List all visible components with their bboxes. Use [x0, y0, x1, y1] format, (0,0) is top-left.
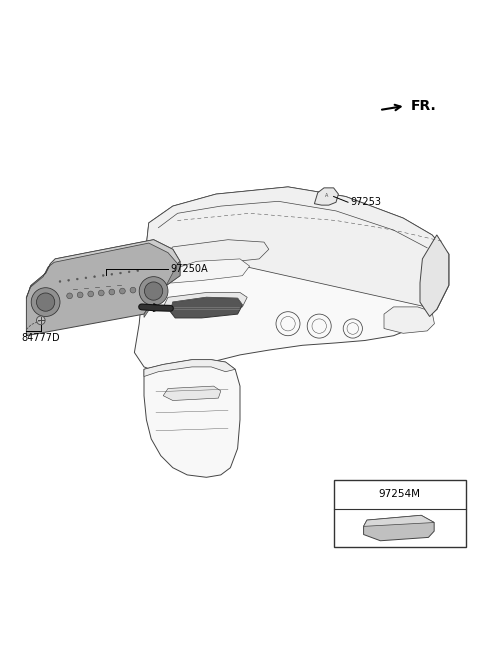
- Circle shape: [109, 289, 115, 295]
- Polygon shape: [420, 235, 449, 317]
- Polygon shape: [144, 261, 180, 317]
- Circle shape: [98, 290, 104, 296]
- Circle shape: [88, 291, 94, 297]
- Circle shape: [76, 278, 78, 280]
- Polygon shape: [163, 292, 247, 311]
- Bar: [334, 480, 466, 547]
- Circle shape: [120, 272, 121, 274]
- Circle shape: [144, 282, 163, 300]
- Circle shape: [68, 279, 70, 281]
- Polygon shape: [364, 515, 434, 526]
- Circle shape: [130, 287, 136, 293]
- Circle shape: [67, 293, 72, 299]
- Text: A: A: [324, 193, 328, 198]
- Polygon shape: [314, 188, 338, 205]
- Polygon shape: [158, 259, 250, 283]
- Circle shape: [120, 288, 125, 294]
- Polygon shape: [144, 359, 240, 477]
- Circle shape: [137, 270, 139, 271]
- Text: 97250A: 97250A: [170, 263, 208, 273]
- Polygon shape: [26, 285, 31, 299]
- Circle shape: [31, 288, 60, 317]
- Polygon shape: [134, 187, 449, 374]
- Polygon shape: [163, 240, 269, 266]
- Circle shape: [111, 273, 113, 275]
- Polygon shape: [163, 386, 221, 401]
- Polygon shape: [170, 298, 242, 318]
- Circle shape: [85, 277, 87, 279]
- Polygon shape: [26, 240, 180, 336]
- Text: 97254M: 97254M: [379, 489, 420, 499]
- Circle shape: [128, 271, 130, 273]
- Circle shape: [36, 293, 55, 311]
- Circle shape: [36, 316, 45, 325]
- Circle shape: [102, 275, 104, 277]
- Text: FR.: FR.: [410, 99, 436, 113]
- Polygon shape: [144, 359, 235, 376]
- Circle shape: [139, 277, 168, 306]
- Polygon shape: [30, 240, 180, 288]
- Polygon shape: [146, 187, 449, 309]
- Text: 97253: 97253: [350, 197, 382, 207]
- Circle shape: [94, 276, 96, 278]
- Polygon shape: [384, 307, 434, 333]
- Circle shape: [59, 281, 61, 283]
- Text: 84777D: 84777D: [22, 333, 60, 343]
- Polygon shape: [364, 515, 434, 541]
- Circle shape: [77, 292, 83, 298]
